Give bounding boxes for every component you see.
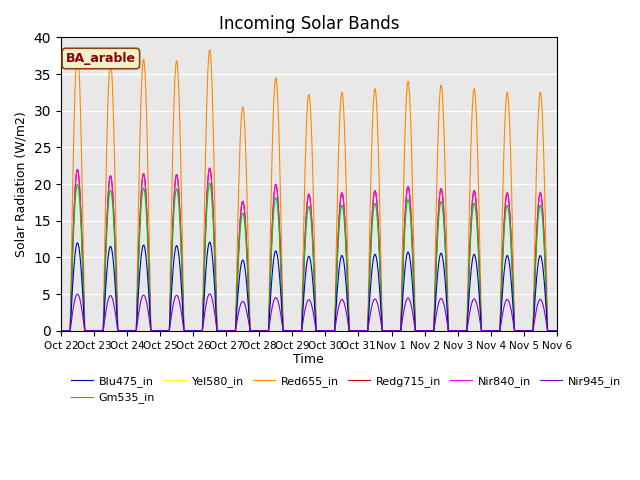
- Nir840_in: [113, 317, 121, 323]
- Nir945_in: [113, 325, 121, 331]
- Blu475_in: [143, 263, 150, 269]
- Redg715_in: [57, 328, 65, 334]
- Yel580_in: [206, 165, 214, 171]
- Gm535_in: [553, 328, 561, 334]
- Nir840_in: [543, 313, 551, 319]
- Redg715_in: [490, 328, 497, 334]
- Gm535_in: [113, 318, 121, 324]
- Gm535_in: [269, 224, 276, 230]
- Blu475_in: [57, 328, 65, 334]
- Redg715_in: [247, 328, 255, 334]
- Red655_in: [113, 309, 121, 314]
- Yel580_in: [553, 328, 561, 334]
- Gm535_in: [543, 314, 551, 320]
- Nir840_in: [553, 328, 561, 334]
- Line: Gm535_in: Gm535_in: [61, 183, 557, 331]
- Line: Blu475_in: Blu475_in: [61, 242, 557, 331]
- Redg715_in: [553, 328, 561, 334]
- Red655_in: [247, 328, 255, 334]
- Yel580_in: [543, 313, 551, 319]
- Blu475_in: [553, 328, 561, 334]
- Red655_in: [206, 47, 214, 53]
- Yel580_in: [490, 328, 497, 334]
- Gm535_in: [490, 328, 497, 334]
- Yel580_in: [269, 214, 276, 220]
- Text: BA_arable: BA_arable: [66, 52, 136, 65]
- Nir945_in: [57, 328, 65, 334]
- X-axis label: Time: Time: [294, 353, 324, 366]
- Nir945_in: [247, 328, 255, 334]
- Blu475_in: [269, 266, 276, 272]
- Nir945_in: [206, 291, 214, 297]
- Red655_in: [490, 328, 497, 334]
- Line: Nir840_in: Nir840_in: [61, 168, 557, 331]
- Yel580_in: [113, 317, 121, 323]
- Redg715_in: [113, 317, 121, 323]
- Gm535_in: [247, 328, 255, 334]
- Legend: Blu475_in, Gm535_in, Yel580_in, Red655_in, Redg715_in, Nir840_in, Nir945_in: Blu475_in, Gm535_in, Yel580_in, Red655_i…: [67, 372, 625, 408]
- Red655_in: [543, 302, 551, 308]
- Redg715_in: [143, 209, 150, 215]
- Blu475_in: [247, 328, 255, 334]
- Blu475_in: [206, 239, 214, 245]
- Redg715_in: [206, 165, 214, 171]
- Yel580_in: [57, 328, 65, 334]
- Yel580_in: [247, 328, 255, 334]
- Yel580_in: [143, 209, 150, 215]
- Gm535_in: [206, 180, 214, 186]
- Nir840_in: [206, 165, 214, 171]
- Nir945_in: [543, 324, 551, 330]
- Y-axis label: Solar Radiation (W/m2): Solar Radiation (W/m2): [15, 111, 28, 257]
- Red655_in: [143, 123, 150, 129]
- Nir840_in: [143, 209, 150, 215]
- Nir945_in: [490, 328, 497, 334]
- Nir840_in: [247, 328, 255, 334]
- Gm535_in: [143, 220, 150, 226]
- Nir840_in: [269, 214, 276, 220]
- Line: Nir945_in: Nir945_in: [61, 294, 557, 331]
- Red655_in: [269, 131, 276, 137]
- Line: Redg715_in: Redg715_in: [61, 168, 557, 331]
- Blu475_in: [113, 322, 121, 328]
- Line: Red655_in: Red655_in: [61, 50, 557, 331]
- Nir840_in: [490, 328, 497, 334]
- Nir945_in: [553, 328, 561, 334]
- Blu475_in: [543, 320, 551, 325]
- Blu475_in: [490, 328, 497, 334]
- Redg715_in: [269, 214, 276, 220]
- Nir945_in: [269, 302, 276, 308]
- Gm535_in: [57, 328, 65, 334]
- Nir840_in: [57, 328, 65, 334]
- Title: Incoming Solar Bands: Incoming Solar Bands: [219, 15, 399, 33]
- Red655_in: [553, 328, 561, 334]
- Line: Yel580_in: Yel580_in: [61, 168, 557, 331]
- Red655_in: [57, 328, 65, 334]
- Nir945_in: [143, 301, 150, 307]
- Redg715_in: [543, 313, 551, 319]
